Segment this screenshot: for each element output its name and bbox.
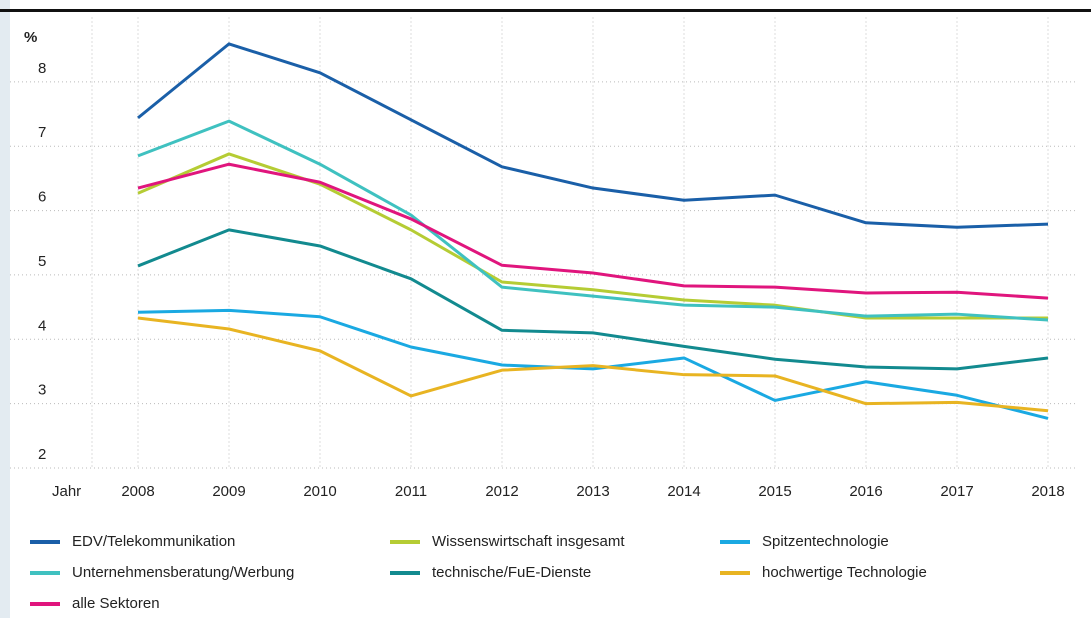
x-tick-label: 2013: [576, 483, 609, 500]
x-tick-label: 2009: [212, 483, 245, 500]
x-tick-label: 2010: [303, 483, 336, 500]
legend-label: Wissenswirtschaft insgesamt: [432, 533, 625, 550]
x-axis-label: Jahr: [52, 483, 81, 500]
y-tick-label: 5: [38, 253, 46, 270]
side-strip: [0, 0, 10, 618]
x-tick-label: 2014: [667, 483, 700, 500]
y-tick-label: 8: [38, 60, 46, 77]
y-tick-label: 7: [38, 124, 46, 141]
y-tick-label: 4: [38, 317, 46, 334]
line-series: [137, 119, 1049, 322]
x-tick-label: 2011: [395, 483, 427, 500]
x-tick-label: 2018: [1031, 483, 1064, 500]
x-tick-label: 2017: [940, 483, 973, 500]
y-tick-label: 2: [38, 446, 46, 463]
legend-label: Unternehmensberatung/Werbung: [72, 564, 294, 581]
legend-label: alle Sektoren: [72, 595, 160, 612]
line-series: [137, 308, 1049, 420]
line-series: [137, 152, 1048, 320]
line-series: [137, 162, 1049, 300]
y-tick-label: 3: [38, 382, 46, 399]
x-tick-label: 2016: [849, 483, 882, 500]
legend-label: hochwertige Technologie: [762, 564, 927, 581]
legend-label: EDV/Telekommunikation: [72, 533, 235, 550]
x-tick-label: 2015: [758, 483, 791, 500]
line-series: [137, 42, 1049, 229]
legend-label: Spitzentechnologie: [762, 533, 889, 550]
legend-label: technische/FuE-Dienste: [432, 564, 591, 581]
y-axis-label: %: [24, 29, 37, 46]
y-tick-label: 6: [38, 189, 46, 206]
top-rule: [0, 9, 1091, 12]
x-tick-label: 2008: [121, 483, 154, 500]
x-tick-label: 2012: [485, 483, 518, 500]
line-series: [137, 316, 1049, 413]
line-series: [137, 228, 1049, 371]
